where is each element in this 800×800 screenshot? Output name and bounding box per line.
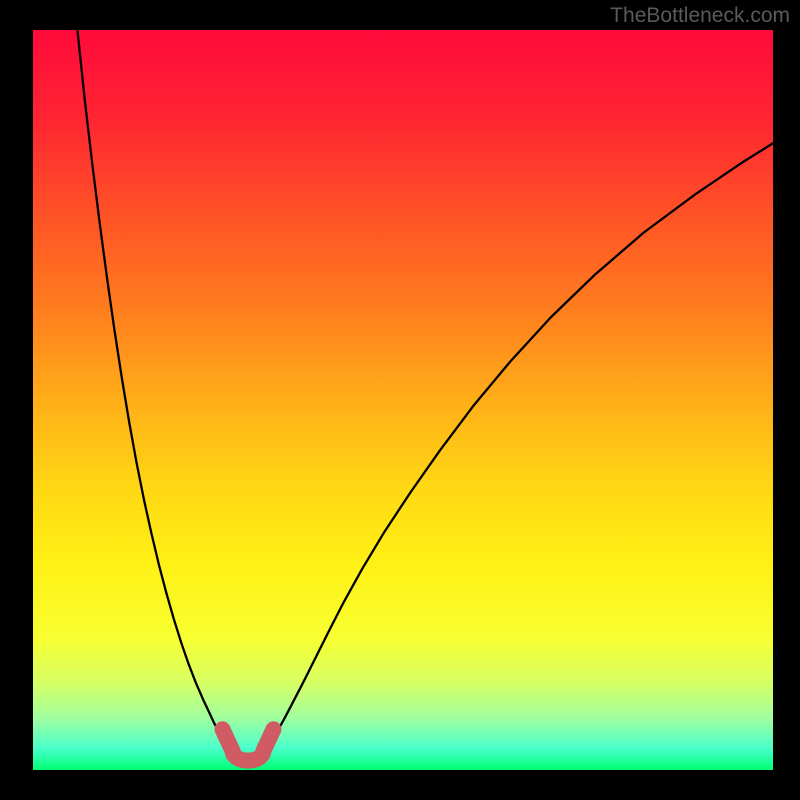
chart-container: { "watermark": "TheBottleneck.com", "cha… — [0, 0, 800, 800]
watermark-text: TheBottleneck.com — [610, 4, 790, 28]
bottleneck-curve-chart — [0, 0, 800, 800]
